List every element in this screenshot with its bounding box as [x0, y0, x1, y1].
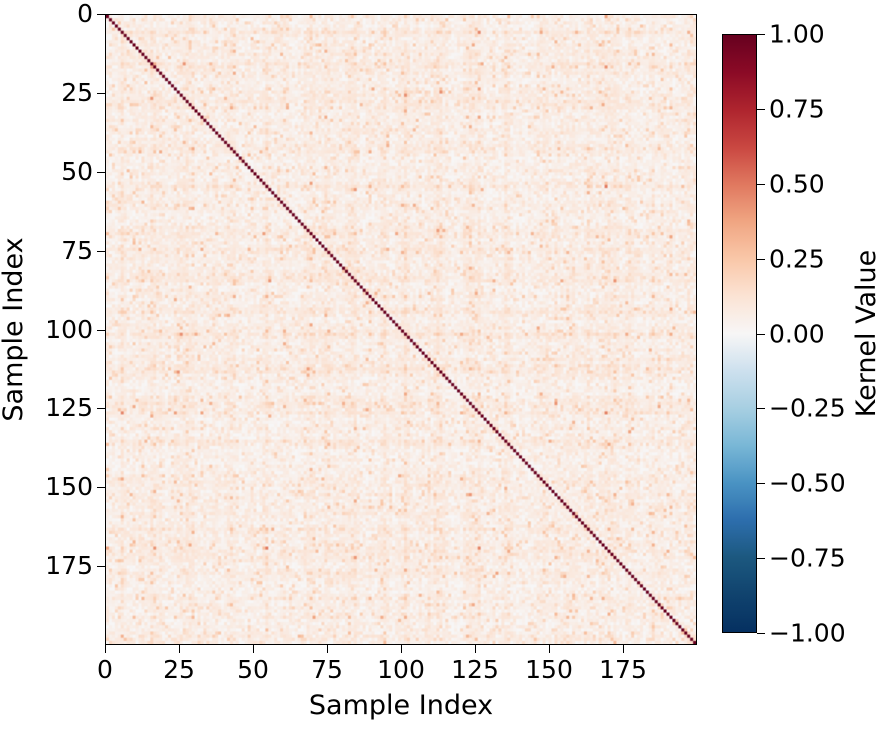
colorbar-tick-mark: [757, 258, 765, 260]
colorbar-tick-mark: [757, 483, 765, 485]
x-tick-label: 150: [525, 655, 573, 684]
colorbar-tick-label: −0.25: [769, 393, 846, 423]
x-tick-label: 125: [451, 655, 499, 684]
kernel-matrix-heatmap: [106, 15, 696, 644]
colorbar-tick-mark: [757, 558, 765, 560]
colorbar-tick-mark: [757, 333, 765, 335]
x-tick-mark: [327, 645, 328, 653]
y-tick-mark: [97, 408, 105, 410]
colorbar-tick-label: −1.00: [769, 618, 846, 648]
x-tick-label: 75: [311, 655, 343, 684]
x-tick-label: 175: [599, 655, 647, 684]
colorbar-tick-label: 1.00: [769, 19, 825, 49]
y-tick-label: 150: [45, 472, 93, 502]
y-tick-label: 0: [77, 0, 93, 28]
x-tick-mark: [549, 645, 550, 653]
colorbar-tick-label: 0.50: [769, 169, 825, 199]
colorbar-tick-mark: [757, 633, 765, 634]
x-tick-label: 50: [237, 655, 269, 684]
x-tick-label: 100: [377, 655, 425, 684]
y-tick-mark: [97, 250, 105, 252]
y-tick-mark: [97, 329, 105, 331]
x-tick-mark: [105, 645, 106, 653]
y-tick-mark: [97, 92, 105, 94]
colorbar-tick-mark: [757, 34, 765, 35]
y-tick-label: 100: [45, 314, 93, 344]
y-tick-mark: [97, 487, 105, 489]
y-tick-mark: [97, 14, 105, 15]
colorbar-label: Kernel Value: [851, 249, 882, 418]
y-tick-label: 175: [45, 551, 93, 581]
y-tick-label: 125: [45, 393, 93, 423]
colorbar-tick-label: −0.50: [769, 468, 846, 498]
colorbar-tick-label: 0.75: [769, 94, 825, 124]
y-tick-label: 25: [61, 77, 93, 107]
colorbar-tick-label: 0.00: [769, 319, 825, 348]
x-tick-label: 25: [163, 655, 195, 684]
y-tick-mark: [97, 171, 105, 173]
heatmap-plot-area: [105, 14, 697, 645]
x-axis-label: Sample Index: [308, 690, 494, 721]
y-tick-label: 75: [61, 235, 93, 265]
x-tick-mark: [253, 645, 254, 653]
y-tick-label: 50: [61, 156, 93, 186]
x-tick-label: 0: [97, 655, 113, 684]
x-tick-mark: [179, 645, 180, 653]
colorbar-tick-label: 0.25: [769, 244, 825, 274]
x-tick-mark: [401, 645, 402, 653]
colorbar-tick-mark: [757, 408, 765, 410]
colorbar: [722, 34, 757, 633]
y-axis-label: Sample Index: [0, 237, 29, 422]
colorbar-tick-mark: [757, 183, 765, 185]
x-tick-mark: [475, 645, 476, 653]
colorbar-tick-mark: [757, 108, 765, 110]
x-tick-mark: [623, 645, 624, 653]
colorbar-gradient: [723, 35, 756, 632]
y-tick-mark: [97, 566, 105, 568]
colorbar-tick-label: −0.75: [769, 543, 846, 573]
